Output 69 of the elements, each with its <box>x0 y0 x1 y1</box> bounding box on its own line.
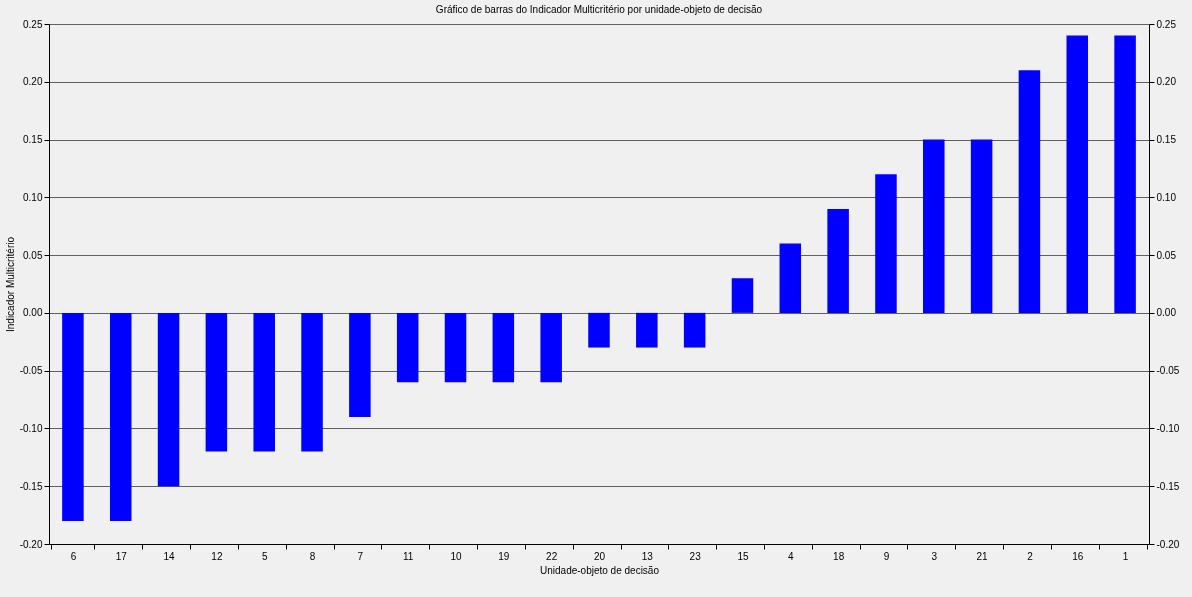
bar <box>396 312 419 383</box>
y2-tick-label: -0.20 <box>1156 538 1180 550</box>
bar <box>205 312 228 452</box>
x-tick-label: 15 <box>737 550 749 562</box>
x-tick-label: 5 <box>261 550 268 562</box>
x-tick-label: 12 <box>211 550 223 562</box>
bar <box>827 208 849 313</box>
y2-tick-label: -0.15 <box>1156 480 1180 492</box>
y-tick-label: -0.15 <box>19 480 43 492</box>
bar <box>540 312 562 383</box>
y-tick-label: 0.20 <box>23 76 43 88</box>
bar <box>779 243 802 313</box>
x-tick-label: 18 <box>833 550 845 562</box>
bar <box>1066 35 1089 313</box>
x-tick-label: 1 <box>1122 550 1129 562</box>
x-tick-label: 7 <box>357 550 364 562</box>
y-tick-label: 0.05 <box>23 249 43 261</box>
y-tick-label: 0.10 <box>23 191 43 203</box>
x-tick-label: 11 <box>403 550 414 562</box>
x-tick-label: 13 <box>641 550 654 562</box>
y-tick-label: -0.20 <box>19 538 43 550</box>
chart-title: Gráfico de barras do Indicador Multicritério por unidade-objeto de decisão <box>435 4 763 15</box>
y-tick-label: 0.00 <box>23 307 43 319</box>
y2-tick-label: 0.25 <box>1156 18 1177 30</box>
y2-tick-label: 0.15 <box>1156 134 1177 146</box>
y2-tick-label: 0.00 <box>1156 307 1177 319</box>
y2-tick-label: 0.05 <box>1156 249 1177 261</box>
y-axis-title: Indicador Multicritério <box>4 236 16 333</box>
bar <box>157 312 180 487</box>
x-tick-label: 4 <box>788 550 795 562</box>
x-tick-label: 10 <box>450 550 463 562</box>
x-tick-label: 17 <box>115 550 128 562</box>
bar <box>923 139 945 313</box>
bar <box>109 312 132 521</box>
bar <box>588 312 610 348</box>
bar <box>636 312 658 348</box>
bar <box>301 312 323 452</box>
x-tick-label: 9 <box>883 550 890 562</box>
bar <box>1114 35 1136 313</box>
x-tick-label: 6 <box>70 550 77 562</box>
bar <box>349 312 371 417</box>
bar <box>62 312 84 521</box>
y-tick-label: -0.05 <box>19 365 43 377</box>
x-tick-label: 22 <box>546 550 558 562</box>
bar <box>875 174 897 313</box>
x-tick-label: 8 <box>309 550 316 562</box>
y-tick-label: -0.10 <box>19 422 43 434</box>
x-tick-label: 3 <box>931 550 938 562</box>
bar <box>1018 70 1041 313</box>
y2-tick-label: 0.10 <box>1156 191 1177 203</box>
y2-tick-label: -0.10 <box>1156 422 1180 434</box>
x-tick-label: 19 <box>498 550 510 562</box>
x-tick-label: 14 <box>163 550 176 562</box>
y2-tick-label: 0.20 <box>1156 76 1177 88</box>
bar <box>492 312 515 383</box>
x-tick-label: 23 <box>689 550 702 562</box>
bar <box>444 312 467 383</box>
y-tick-label: 0.25 <box>23 18 43 30</box>
y2-tick-label: -0.05 <box>1156 365 1180 377</box>
x-tick-label: 16 <box>1072 550 1084 562</box>
y-tick-label: 0.15 <box>23 134 43 146</box>
bar <box>253 312 275 452</box>
x-axis-title: Unidade-objeto de decisão <box>540 564 660 576</box>
x-tick-label: 21 <box>976 550 989 562</box>
bar <box>731 278 754 313</box>
x-tick-label: 2 <box>1027 550 1034 562</box>
x-tick-label: 20 <box>593 550 606 562</box>
bar <box>970 139 993 313</box>
bar <box>683 312 706 348</box>
